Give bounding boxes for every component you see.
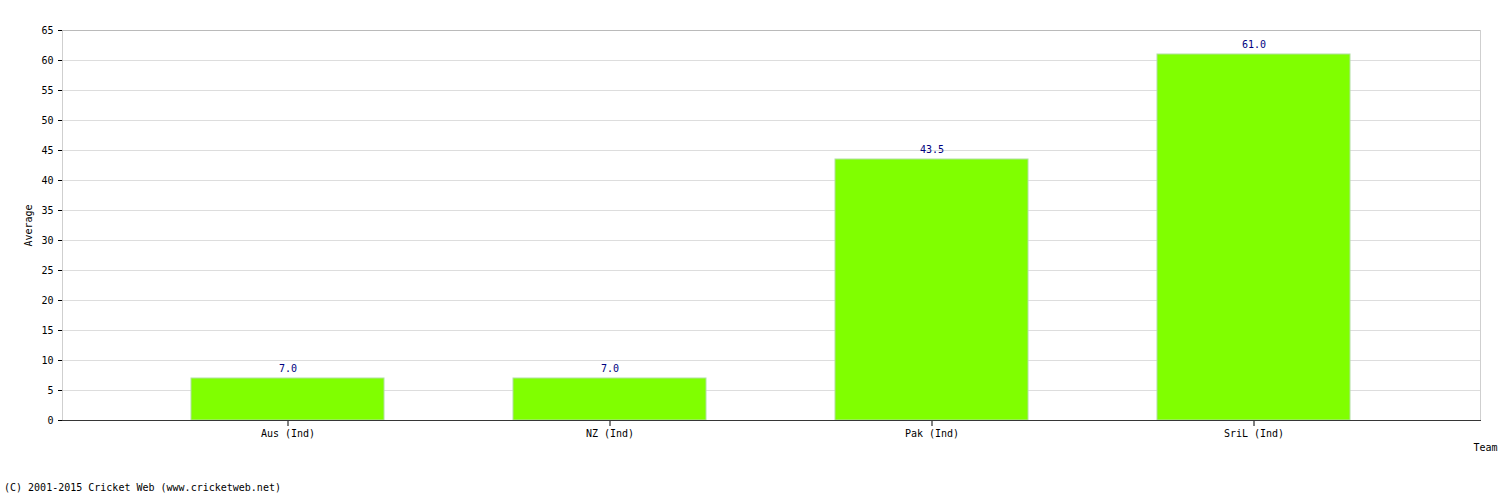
svg-text:25: 25 xyxy=(41,265,53,276)
svg-text:40: 40 xyxy=(41,175,53,186)
svg-text:7.0: 7.0 xyxy=(601,363,619,374)
svg-text:45: 45 xyxy=(41,145,53,156)
svg-text:55: 55 xyxy=(41,85,53,96)
svg-text:Aus (Ind): Aus (Ind) xyxy=(261,428,315,439)
svg-text:0: 0 xyxy=(47,415,53,426)
svg-text:Pak (Ind): Pak (Ind) xyxy=(905,428,959,439)
svg-text:7.0: 7.0 xyxy=(279,363,297,374)
svg-text:61.0: 61.0 xyxy=(1242,39,1266,50)
svg-text:30: 30 xyxy=(41,235,53,246)
svg-text:20: 20 xyxy=(41,295,53,306)
svg-text:10: 10 xyxy=(41,355,53,366)
svg-text:50: 50 xyxy=(41,115,53,126)
svg-text:Average: Average xyxy=(23,204,34,246)
svg-text:SriL (Ind): SriL (Ind) xyxy=(1224,428,1284,439)
svg-text:35: 35 xyxy=(41,205,53,216)
svg-text:65: 65 xyxy=(41,25,53,36)
svg-text:5: 5 xyxy=(47,385,53,396)
svg-text:43.5: 43.5 xyxy=(920,144,944,155)
svg-text:15: 15 xyxy=(41,325,53,336)
svg-text:NZ (Ind): NZ (Ind) xyxy=(586,428,634,439)
html-text:(C) 2001-2015 Cricket Web (www: (C) 2001-2015 Cricket Web (www.cricketwe… xyxy=(4,482,281,493)
svg-text:60: 60 xyxy=(41,55,53,66)
svg-text:Team: Team xyxy=(1473,442,1497,453)
